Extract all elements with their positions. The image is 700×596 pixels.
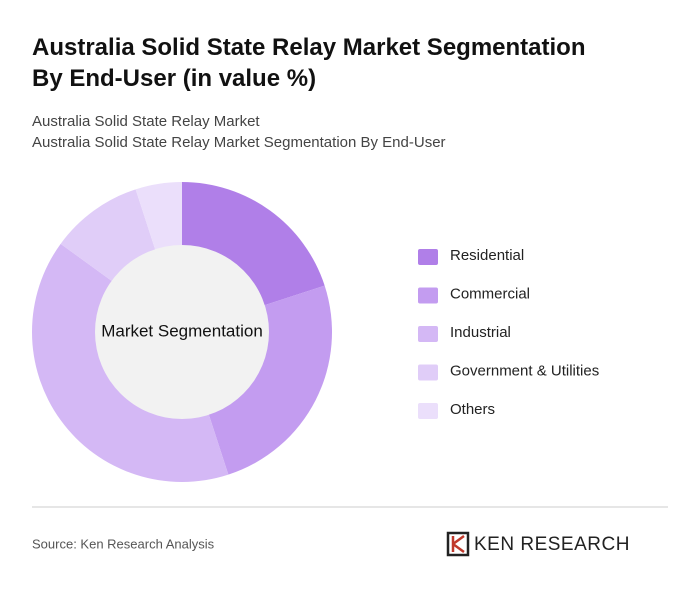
legend-label: Commercial — [450, 285, 530, 302]
logo-icon — [446, 531, 470, 557]
center-label: Market Segmentation — [101, 321, 263, 340]
chart-subtitle: Australia Solid State Relay Market Segme… — [32, 134, 446, 151]
source: Source: Ken Research Analysis — [32, 536, 215, 551]
chart-subtitle: Australia Solid State Relay Market — [32, 113, 260, 130]
donut-hole — [95, 245, 269, 419]
legend-swatch — [418, 249, 438, 265]
legend-swatch — [418, 364, 438, 381]
legend-swatch — [418, 403, 438, 419]
logo: KEN RESEARCH — [446, 531, 630, 557]
legend-swatch — [418, 287, 438, 304]
legend-label: Government & Utilities — [450, 362, 599, 379]
chart-title: Australia Solid State Relay Market Segme… — [32, 34, 586, 92]
legend-label: Residential — [450, 247, 524, 264]
legend-swatch — [418, 326, 438, 342]
legend-label: Others — [450, 401, 495, 418]
legend-label: Industrial — [450, 324, 511, 341]
logo-text: KEN RESEARCH — [474, 534, 630, 555]
logo-icon — [451, 534, 465, 554]
